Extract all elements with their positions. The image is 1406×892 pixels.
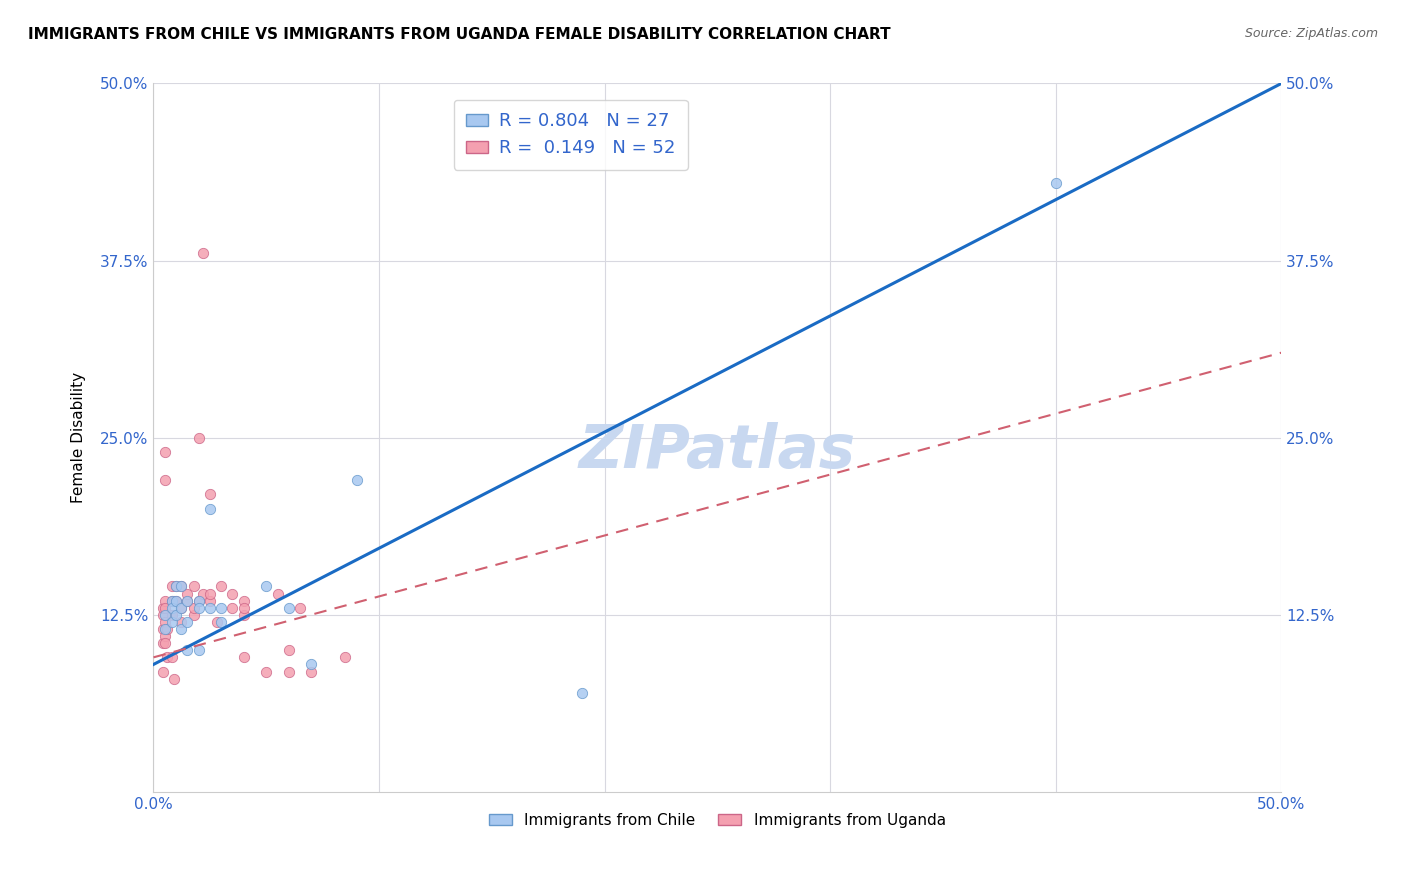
Point [160, 607, 183, 622]
Point [277, 643, 299, 657]
Point [153, 607, 176, 622]
Legend: Immigrants from Chile, Immigrants from Uganda: Immigrants from Chile, Immigrants from U… [484, 806, 952, 834]
Point [209, 600, 232, 615]
Point [153, 636, 176, 650]
Point [163, 593, 186, 607]
Point [152, 600, 174, 615]
Point [299, 665, 322, 679]
Point [277, 665, 299, 679]
Point [571, 686, 593, 700]
Point [176, 586, 198, 600]
Point [335, 650, 357, 665]
Point [187, 600, 209, 615]
Point [176, 615, 198, 629]
Point [153, 593, 176, 607]
Point [153, 473, 176, 487]
Point [209, 579, 232, 593]
Point [205, 615, 228, 629]
Point [191, 246, 214, 260]
Point [153, 622, 176, 636]
Point [160, 593, 183, 607]
Point [153, 615, 176, 629]
Point [198, 586, 221, 600]
Point [169, 622, 191, 636]
Point [277, 600, 299, 615]
Point [156, 650, 179, 665]
Point [165, 593, 187, 607]
Point [221, 586, 243, 600]
Point [232, 650, 254, 665]
Point [152, 607, 174, 622]
Point [183, 600, 205, 615]
Point [153, 600, 176, 615]
Point [165, 579, 187, 593]
Point [232, 600, 254, 615]
Point [165, 579, 187, 593]
Point [346, 473, 368, 487]
Point [176, 593, 198, 607]
Text: IMMIGRANTS FROM CHILE VS IMMIGRANTS FROM UGANDA FEMALE DISABILITY CORRELATION CH: IMMIGRANTS FROM CHILE VS IMMIGRANTS FROM… [28, 27, 891, 42]
Point [183, 579, 205, 593]
Point [176, 593, 198, 607]
Text: Source: ZipAtlas.com: Source: ZipAtlas.com [1244, 27, 1378, 40]
Point [209, 615, 232, 629]
Point [156, 622, 179, 636]
Point [191, 586, 214, 600]
Point [221, 600, 243, 615]
Point [198, 501, 221, 516]
Point [152, 636, 174, 650]
Point [254, 665, 277, 679]
Point [187, 593, 209, 607]
Point [187, 593, 209, 607]
Point [198, 600, 221, 615]
Point [160, 593, 183, 607]
Point [153, 445, 176, 459]
Point [152, 622, 174, 636]
Point [160, 615, 183, 629]
Point [198, 593, 221, 607]
Point [187, 431, 209, 445]
Point [187, 643, 209, 657]
Point [169, 615, 191, 629]
Point [232, 607, 254, 622]
Y-axis label: Female Disability: Female Disability [72, 372, 86, 503]
Point [165, 607, 187, 622]
Point [176, 643, 198, 657]
Point [299, 657, 322, 672]
Point [169, 600, 191, 615]
Point [266, 586, 288, 600]
Point [160, 579, 183, 593]
Point [232, 593, 254, 607]
Point [160, 600, 183, 615]
Point [198, 487, 221, 501]
Point [153, 629, 176, 643]
Point [183, 607, 205, 622]
Point [254, 579, 277, 593]
Point [152, 665, 174, 679]
Point [288, 600, 311, 615]
Point [163, 672, 186, 686]
Point [169, 600, 191, 615]
Point [160, 650, 183, 665]
Point [169, 579, 191, 593]
Point [165, 593, 187, 607]
Point [1045, 176, 1067, 190]
Text: ZIPatlas: ZIPatlas [579, 423, 856, 482]
Point [169, 579, 191, 593]
